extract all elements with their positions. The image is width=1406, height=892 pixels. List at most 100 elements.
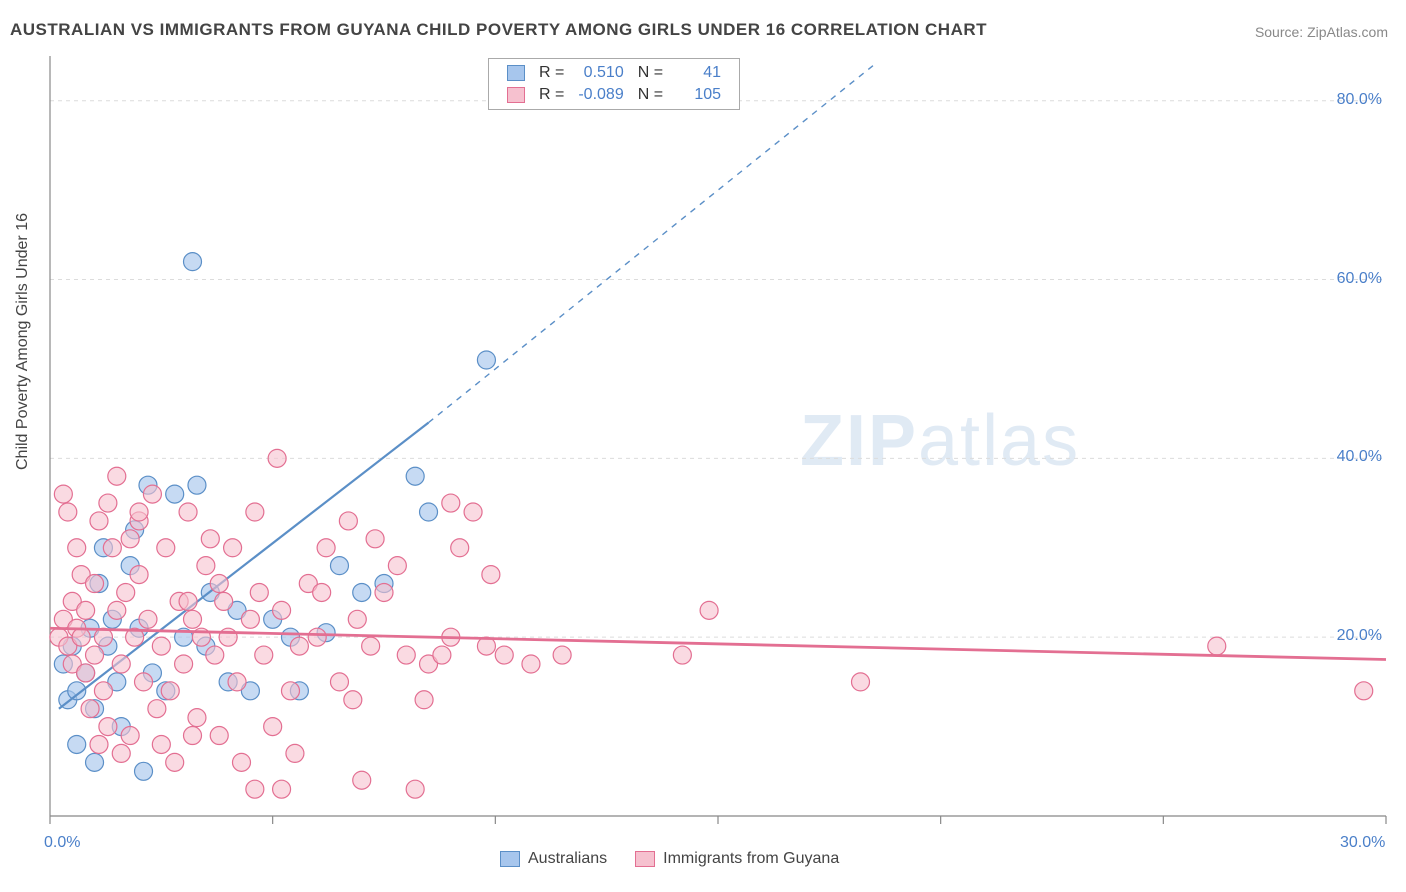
scatter-point	[281, 682, 299, 700]
scatter-point	[362, 637, 380, 655]
scatter-point	[166, 485, 184, 503]
trend-line-dashed	[429, 65, 874, 423]
legend-n-label: N =	[632, 63, 669, 83]
scatter-point	[330, 673, 348, 691]
scatter-point	[255, 646, 273, 664]
scatter-point	[90, 512, 108, 530]
correlation-legend: R =0.510N =41R =-0.089N =105	[488, 58, 740, 110]
scatter-point	[90, 735, 108, 753]
x-tick-label: 0.0%	[44, 834, 80, 852]
scatter-point	[433, 646, 451, 664]
scatter-point	[286, 744, 304, 762]
scatter-point	[166, 753, 184, 771]
scatter-point	[184, 727, 202, 745]
scatter-point	[121, 727, 139, 745]
scatter-point	[152, 735, 170, 753]
scatter-point	[397, 646, 415, 664]
scatter-point	[224, 539, 242, 557]
scatter-point	[273, 601, 291, 619]
legend-swatch	[500, 851, 520, 867]
scatter-point	[135, 762, 153, 780]
trend-line	[50, 628, 1386, 659]
scatter-point	[184, 610, 202, 628]
scatter-point	[232, 753, 250, 771]
scatter-point	[246, 503, 264, 521]
y-tick-label: 40.0%	[1330, 448, 1382, 466]
scatter-point	[264, 718, 282, 736]
scatter-point	[852, 673, 870, 691]
scatter-point	[86, 646, 104, 664]
scatter-point	[179, 503, 197, 521]
scatter-point	[86, 753, 104, 771]
series-legend-label: Immigrants from Guyana	[663, 850, 839, 867]
scatter-point	[388, 557, 406, 575]
scatter-point	[130, 566, 148, 584]
scatter-point	[112, 744, 130, 762]
scatter-point	[139, 610, 157, 628]
scatter-point	[553, 646, 571, 664]
scatter-point	[308, 628, 326, 646]
series-legend: Australians Immigrants from Guyana	[500, 850, 839, 868]
scatter-point	[451, 539, 469, 557]
scatter-plot-svg	[0, 0, 1406, 892]
scatter-point	[317, 539, 335, 557]
scatter-point	[152, 637, 170, 655]
scatter-point	[59, 503, 77, 521]
scatter-point	[415, 691, 433, 709]
legend-swatch	[635, 851, 655, 867]
scatter-point	[673, 646, 691, 664]
scatter-point	[117, 583, 135, 601]
scatter-point	[130, 503, 148, 521]
scatter-point	[81, 700, 99, 718]
scatter-point	[215, 592, 233, 610]
scatter-point	[339, 512, 357, 530]
scatter-point	[94, 682, 112, 700]
scatter-point	[210, 727, 228, 745]
scatter-point	[179, 592, 197, 610]
scatter-point	[477, 351, 495, 369]
y-tick-label: 20.0%	[1330, 627, 1382, 645]
scatter-point	[290, 637, 308, 655]
legend-n-label: N =	[632, 85, 669, 105]
scatter-point	[375, 583, 393, 601]
scatter-point	[246, 780, 264, 798]
series-legend-label: Australians	[528, 850, 607, 867]
scatter-point	[366, 530, 384, 548]
chart-container: AUSTRALIAN VS IMMIGRANTS FROM GUYANA CHI…	[0, 0, 1406, 892]
scatter-point	[161, 682, 179, 700]
scatter-point	[273, 780, 291, 798]
scatter-point	[108, 467, 126, 485]
scatter-point	[210, 575, 228, 593]
scatter-point	[206, 646, 224, 664]
scatter-point	[344, 691, 362, 709]
scatter-point	[420, 503, 438, 521]
scatter-point	[241, 610, 259, 628]
legend-n-value: 105	[671, 85, 727, 105]
legend-r-label: R =	[533, 85, 570, 105]
scatter-point	[68, 539, 86, 557]
scatter-point	[353, 771, 371, 789]
scatter-point	[197, 557, 215, 575]
scatter-point	[86, 575, 104, 593]
scatter-point	[330, 557, 348, 575]
legend-r-value: 0.510	[572, 63, 629, 83]
scatter-point	[72, 628, 90, 646]
scatter-point	[201, 530, 219, 548]
scatter-point	[353, 583, 371, 601]
scatter-point	[77, 664, 95, 682]
scatter-point	[157, 539, 175, 557]
scatter-point	[175, 655, 193, 673]
scatter-point	[228, 673, 246, 691]
scatter-point	[268, 449, 286, 467]
scatter-point	[1208, 637, 1226, 655]
scatter-point	[184, 253, 202, 271]
scatter-point	[482, 566, 500, 584]
scatter-point	[99, 718, 117, 736]
scatter-point	[406, 467, 424, 485]
series-legend-item: Immigrants from Guyana	[635, 850, 839, 868]
scatter-point	[1355, 682, 1373, 700]
scatter-point	[54, 485, 72, 503]
scatter-point	[188, 476, 206, 494]
legend-swatch	[507, 65, 525, 81]
scatter-point	[143, 485, 161, 503]
